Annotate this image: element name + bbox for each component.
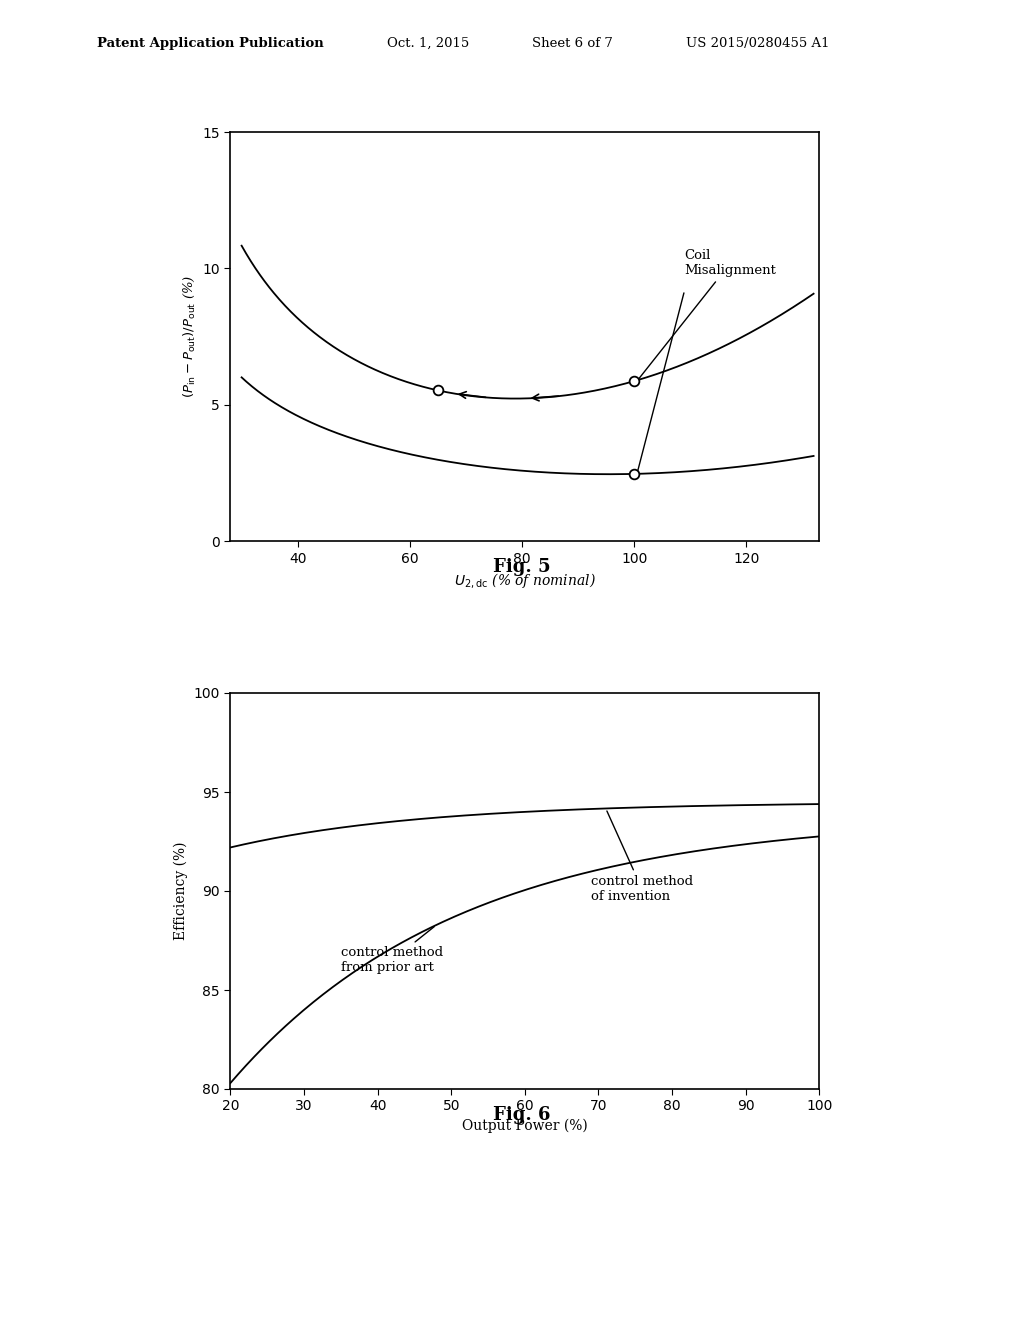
Text: Sheet 6 of 7: Sheet 6 of 7	[532, 37, 613, 50]
Text: control method
from prior art: control method from prior art	[341, 927, 443, 974]
Text: US 2015/0280455 A1: US 2015/0280455 A1	[686, 37, 829, 50]
Text: Fig. 5: Fig. 5	[494, 558, 551, 577]
X-axis label: Output Power (%): Output Power (%)	[462, 1119, 588, 1134]
Text: Coil
Misalignment: Coil Misalignment	[639, 249, 776, 379]
Text: Patent Application Publication: Patent Application Publication	[97, 37, 324, 50]
X-axis label: $U_{2,\mathrm{dc}}$ (% of nominal): $U_{2,\mathrm{dc}}$ (% of nominal)	[454, 572, 596, 590]
Y-axis label: $(P_{\mathrm{in}}-P_{\mathrm{out}})/P_{\mathrm{out}}$ (%): $(P_{\mathrm{in}}-P_{\mathrm{out}})/P_{\…	[181, 275, 197, 399]
Text: Fig. 6: Fig. 6	[494, 1106, 551, 1125]
Text: control method
of invention: control method of invention	[591, 810, 693, 903]
Text: Oct. 1, 2015: Oct. 1, 2015	[387, 37, 469, 50]
Y-axis label: Efficiency (%): Efficiency (%)	[174, 842, 188, 940]
